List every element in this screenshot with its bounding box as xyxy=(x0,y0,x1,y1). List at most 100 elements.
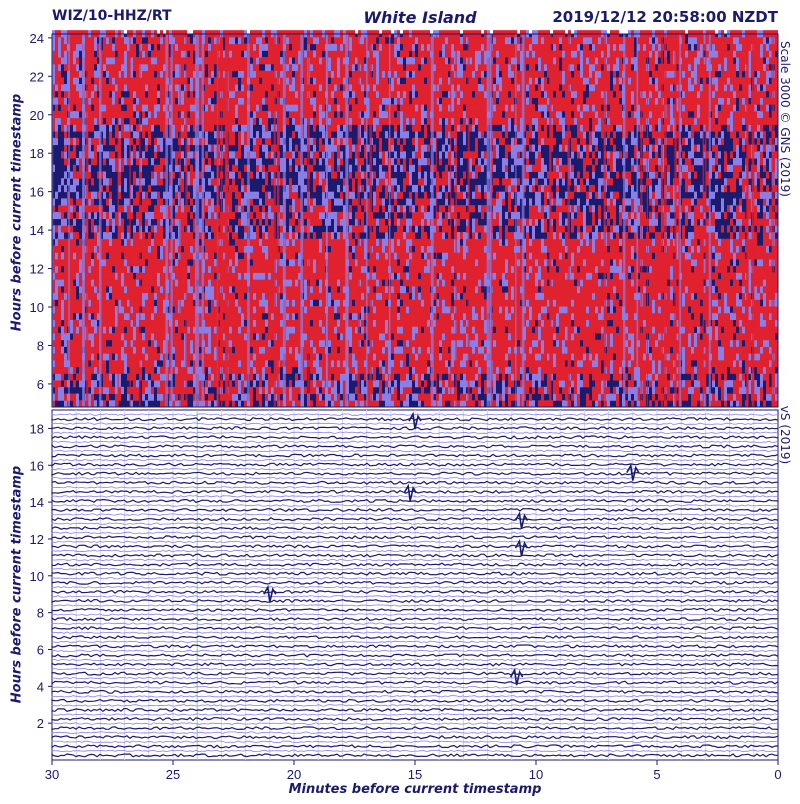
heatmap-cell xyxy=(157,164,160,172)
heatmap-cell xyxy=(52,299,55,307)
heatmap-cell xyxy=(280,332,283,341)
heatmap-cell xyxy=(322,346,325,354)
heatmap-cell xyxy=(121,63,124,72)
heatmap-cell xyxy=(271,299,274,307)
heatmap-cell xyxy=(130,339,133,347)
heatmap-cell xyxy=(151,211,154,220)
heatmap-cell xyxy=(76,279,79,287)
heatmap-cell xyxy=(130,272,133,280)
heatmap-cell xyxy=(55,319,58,327)
heatmap-cell xyxy=(76,319,79,327)
heatmap-cell xyxy=(163,258,166,267)
heatmap-cell xyxy=(349,306,352,314)
heatmap-cell xyxy=(208,191,211,199)
heatmap-cell xyxy=(187,232,190,240)
heatmap-cell xyxy=(250,36,253,45)
heatmap-cell xyxy=(79,279,82,287)
heatmap-cell xyxy=(253,90,256,98)
heatmap-cell xyxy=(298,252,301,260)
heatmap-cell xyxy=(298,285,301,294)
heatmap-cell xyxy=(157,285,160,294)
heatmap-cell xyxy=(295,77,298,85)
heatmap-cell xyxy=(244,137,247,146)
heatmap-cell xyxy=(76,137,79,146)
heatmap-cell xyxy=(319,306,322,314)
heatmap-cell xyxy=(322,178,325,186)
heatmap-cell xyxy=(199,258,202,267)
heatmap-cell xyxy=(253,326,256,334)
heatmap-cell xyxy=(136,339,139,347)
heatmap-cell xyxy=(169,97,172,105)
heatmap-cell xyxy=(385,306,388,314)
heatmap-cell xyxy=(148,70,151,78)
heatmap-cell xyxy=(142,131,145,139)
heatmap-cell xyxy=(118,57,121,65)
heatmap-cell xyxy=(109,312,112,321)
heatmap-cell xyxy=(211,57,214,65)
heatmap-cell xyxy=(94,211,97,220)
heatmap-cell xyxy=(130,90,133,98)
heatmap-cell xyxy=(187,158,190,166)
heatmap-cell xyxy=(367,36,370,45)
heatmap-cell xyxy=(172,151,175,159)
heatmap-cell xyxy=(169,386,172,395)
heatmap-cell xyxy=(205,90,208,98)
heatmap-cell xyxy=(364,36,367,45)
heatmap-cell xyxy=(130,359,133,368)
heatmap-cell xyxy=(322,312,325,321)
heatmap-cell xyxy=(190,292,193,300)
heatmap-cell xyxy=(52,57,55,65)
heatmap-cell xyxy=(205,339,208,347)
heatmap-cell xyxy=(256,285,259,294)
heatmap-cell xyxy=(343,285,346,294)
heatmap-cell xyxy=(88,279,91,287)
heatmap-cell xyxy=(295,43,298,51)
heatmap-cell xyxy=(238,63,241,72)
heatmap-cell xyxy=(229,198,232,206)
heatmap-cell xyxy=(190,252,193,260)
heatmap-cell xyxy=(313,117,316,125)
heatmap-cell xyxy=(298,265,301,273)
heatmap-cell xyxy=(355,151,358,159)
heatmap-cell xyxy=(316,218,319,226)
heatmap-cell xyxy=(211,306,214,314)
heatmap-cell xyxy=(334,366,337,374)
heatmap-cell xyxy=(382,393,385,401)
heatmap-cell xyxy=(343,50,346,58)
heatmap-cell xyxy=(94,43,97,51)
heatmap-cell xyxy=(73,252,76,260)
heatmap-cell xyxy=(367,90,370,98)
heatmap-cell xyxy=(70,171,73,179)
heatmap-cell xyxy=(340,131,343,139)
heatmap-cell xyxy=(88,339,91,347)
heatmap-cell xyxy=(241,83,244,92)
heatmap-cell xyxy=(304,77,307,85)
heatmap-cell xyxy=(112,400,115,408)
heatmap-cell xyxy=(181,285,184,294)
heatmap-cell xyxy=(241,218,244,226)
heatmap-cell xyxy=(118,50,121,58)
heatmap-cell xyxy=(127,332,130,341)
heatmap-cell xyxy=(109,306,112,314)
heatmap-cell xyxy=(199,252,202,260)
heatmap-cell xyxy=(256,359,259,368)
heatmap-cell xyxy=(148,117,151,125)
heatmap-cell xyxy=(52,380,55,388)
heatmap-cell xyxy=(355,265,358,273)
heatmap-cell xyxy=(385,366,388,374)
heatmap-cell xyxy=(124,258,127,267)
heatmap-cell xyxy=(313,359,316,368)
heatmap-cell xyxy=(337,77,340,85)
heatmap-cell xyxy=(160,292,163,300)
heatmap-cell xyxy=(334,326,337,334)
heatmap-cell xyxy=(232,57,235,65)
heatmap-cell xyxy=(208,164,211,172)
heatmap-cell xyxy=(364,258,367,267)
heatmap-cell xyxy=(289,346,292,354)
heatmap-cell xyxy=(124,124,127,132)
heatmap-cell xyxy=(109,43,112,51)
heatmap-cell xyxy=(316,178,319,186)
heatmap-cell xyxy=(244,279,247,287)
heatmap-cell xyxy=(289,205,292,213)
heatmap-cell xyxy=(88,97,91,105)
